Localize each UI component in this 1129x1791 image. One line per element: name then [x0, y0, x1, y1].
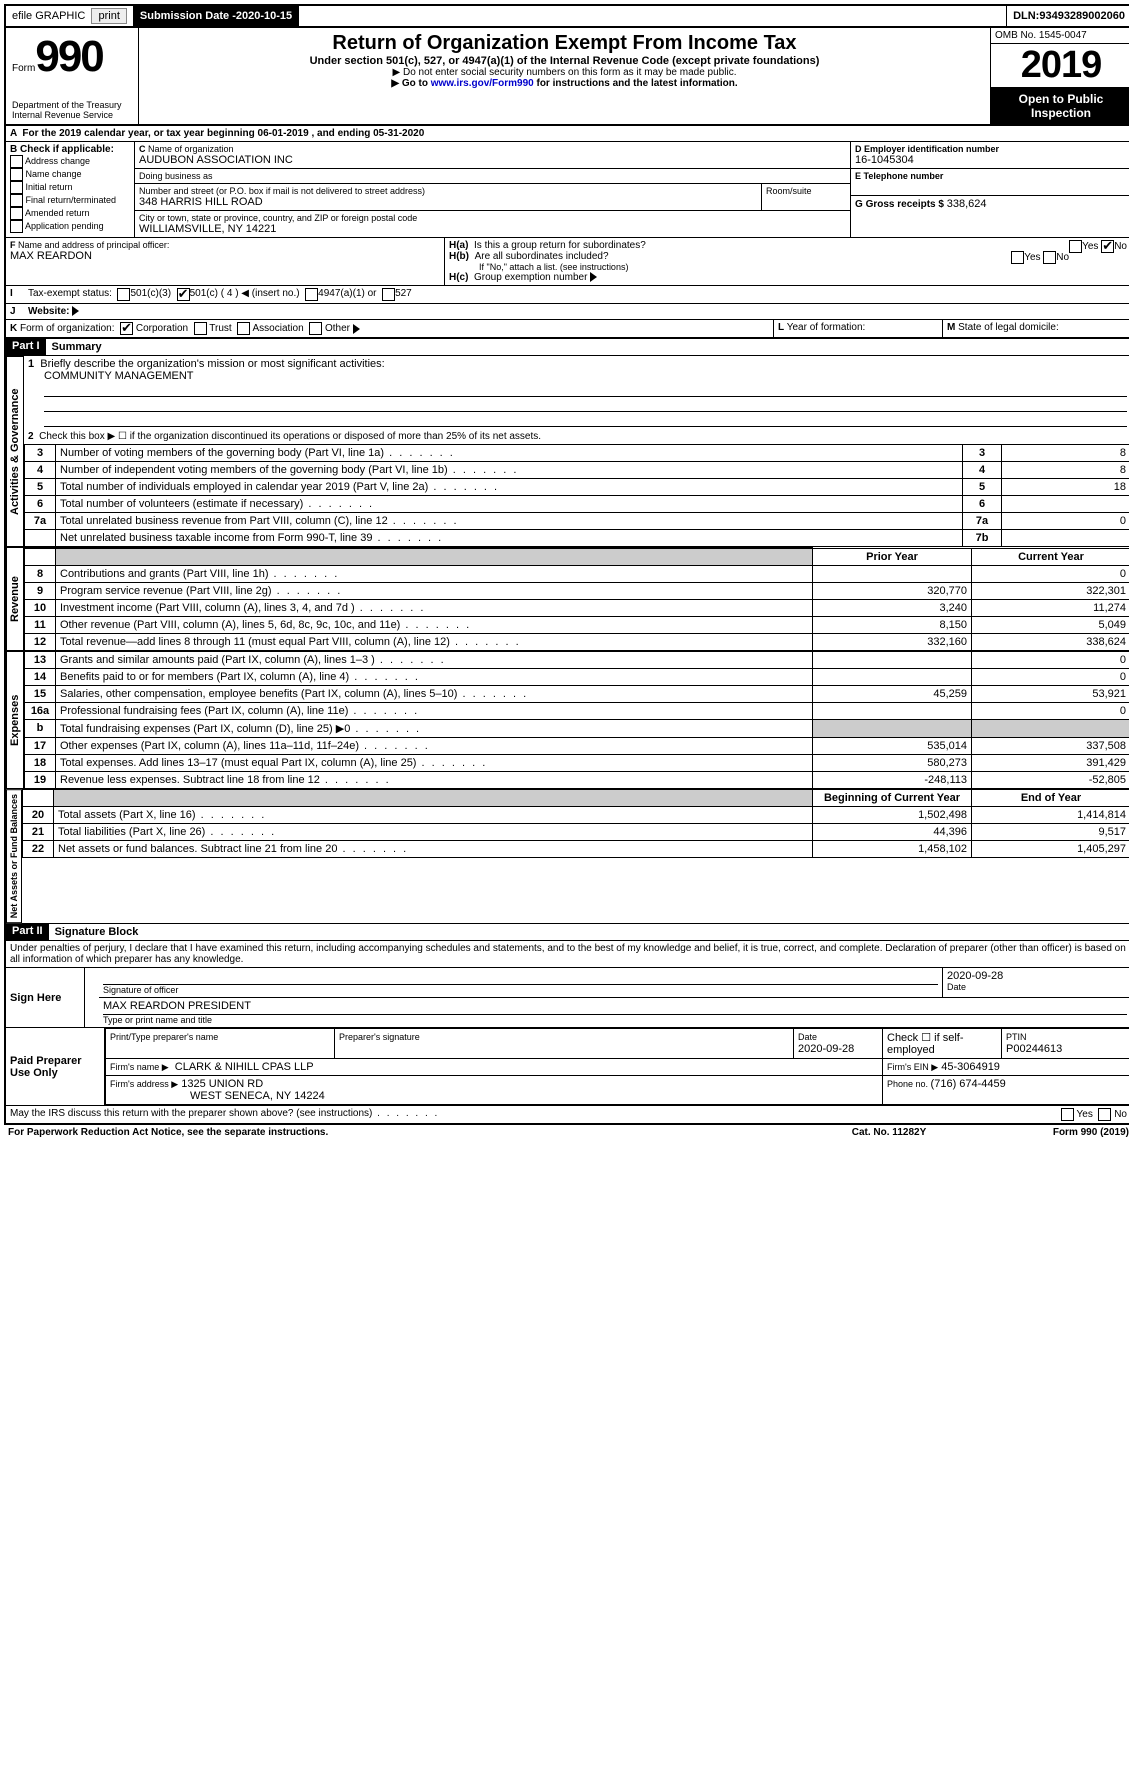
footer: For Paperwork Reduction Act Notice, see … — [4, 1125, 1129, 1140]
mission: COMMUNITY MANAGEMENT — [44, 370, 1127, 382]
preparer-table: Print/Type preparer's name Preparer's si… — [105, 1028, 1129, 1105]
h-b: H(b) Are all subordinates included? Yes … — [449, 251, 1127, 262]
section-fh: F Name and address of principal officer:… — [6, 238, 1129, 286]
netassets-block: Net Assets or Fund Balances Beginning of… — [6, 789, 1129, 923]
form-title: Return of Organization Exempt From Incom… — [145, 32, 984, 55]
q1-label: Briefly describe the organization's miss… — [40, 358, 384, 370]
org-name: AUDUBON ASSOCIATION INC — [139, 154, 846, 166]
street-label: Number and street (or P.O. box if mail i… — [139, 186, 757, 196]
print-button[interactable]: print — [91, 8, 126, 24]
officer-name-title: MAX REARDON PRESIDENT — [103, 1000, 1127, 1015]
discuss-row: May the IRS discuss this return with the… — [6, 1106, 1129, 1123]
open-to-public: Open to PublicInspection — [991, 88, 1129, 124]
dba-label: Doing business as — [139, 171, 846, 181]
section-klm: K Form of organization: Corporation Trus… — [6, 320, 1129, 338]
principal-officer: MAX REARDON — [10, 250, 440, 262]
sign-here-label: Sign Here — [6, 968, 84, 1027]
section-a: A For the 2019 calendar year, or tax yea… — [6, 126, 1129, 142]
vlabel-expenses: Expenses — [6, 651, 24, 789]
form-label: Form — [12, 63, 35, 74]
dept: Department of the Treasury Internal Reve… — [12, 100, 132, 120]
rev-table: Prior YearCurrent Year 8Contributions an… — [24, 547, 1129, 651]
part1-header: Part I Summary — [6, 338, 1129, 356]
tax-year: 2019 — [991, 44, 1129, 88]
h-a: H(a) Is this a group return for subordin… — [449, 240, 1127, 251]
e-label: E Telephone number — [855, 171, 1127, 181]
gov-table: 3Number of voting members of the governi… — [24, 444, 1129, 547]
goto-link[interactable]: www.irs.gov/Form990 — [431, 78, 534, 89]
name-title-label: Type or print name and title — [103, 1015, 1127, 1025]
street: 348 HARRIS HILL ROAD — [139, 196, 757, 208]
city-label: City or town, state or province, country… — [139, 213, 846, 223]
section-i: I Tax-exempt status: 501(c)(3) 501(c) ( … — [6, 286, 1129, 304]
g-label: G Gross receipts $ — [855, 199, 947, 210]
section-j: J Website: — [6, 304, 1129, 320]
paid-preparer-label: Paid Preparer Use Only — [6, 1028, 104, 1105]
under-section: Under section 501(c), 527, or 4947(a)(1)… — [145, 55, 984, 67]
revenue-block: Revenue Prior YearCurrent Year 8Contribu… — [6, 547, 1129, 651]
room-label: Room/suite — [766, 186, 846, 196]
topbar-spacer — [299, 6, 1007, 26]
vlabel-revenue: Revenue — [6, 547, 24, 651]
b-label: B Check if applicable: — [10, 144, 130, 155]
sig-date: 2020-09-28 — [947, 970, 1127, 982]
q2: 2 Check this box ▶ ☐ if the organization… — [24, 429, 1129, 444]
paid-preparer-block: Paid Preparer Use Only Print/Type prepar… — [6, 1028, 1129, 1106]
c-name-label: C Name of organization — [139, 144, 846, 154]
vlabel-governance: Activities & Governance — [6, 356, 24, 547]
omb: OMB No. 1545-0047 — [991, 28, 1129, 44]
submission-date: Submission Date - 2020-10-15 — [134, 6, 299, 26]
part1-body: Activities & Governance 1 Briefly descri… — [6, 356, 1129, 547]
date-label: Date — [947, 982, 1127, 992]
ein: 16-1045304 — [855, 154, 1127, 166]
goto: ▶ Go to www.irs.gov/Form990 for instruct… — [145, 78, 984, 89]
net-table: Beginning of Current YearEnd of Year 20T… — [22, 789, 1129, 858]
exp-table: 13Grants and similar amounts paid (Part … — [24, 651, 1129, 789]
sign-here-block: Sign Here Signature of officer 2020-09-2… — [6, 968, 1129, 1028]
city: WILLIAMSVILLE, NY 14221 — [139, 223, 846, 235]
gross-receipts: 338,624 — [947, 198, 987, 210]
efile-label: efile GRAPHIC print — [6, 6, 134, 26]
do-not-ssn: ▶ Do not enter social security numbers o… — [145, 67, 984, 78]
topbar: efile GRAPHIC print Submission Date - 20… — [4, 4, 1129, 28]
section-bcdeg: B Check if applicable: Address change Na… — [6, 142, 1129, 238]
part2-header: Part II Signature Block — [6, 923, 1129, 941]
dln: DLN: 93493289002060 — [1007, 6, 1129, 26]
form-header: Form990 Department of the Treasury Inter… — [4, 28, 1129, 126]
perjury: Under penalties of perjury, I declare th… — [6, 941, 1129, 968]
form-number: 990 — [35, 32, 102, 81]
b-items: Address change Name change Initial retur… — [10, 155, 130, 233]
f-label: F Name and address of principal officer: — [10, 240, 440, 250]
expenses-block: Expenses 13Grants and similar amounts pa… — [6, 651, 1129, 789]
sig-officer-label: Signature of officer — [103, 985, 938, 995]
d-label: D Employer identification number — [855, 144, 1127, 154]
h-c: H(c) Group exemption number — [449, 272, 1127, 283]
vlabel-netassets: Net Assets or Fund Balances — [6, 789, 22, 923]
